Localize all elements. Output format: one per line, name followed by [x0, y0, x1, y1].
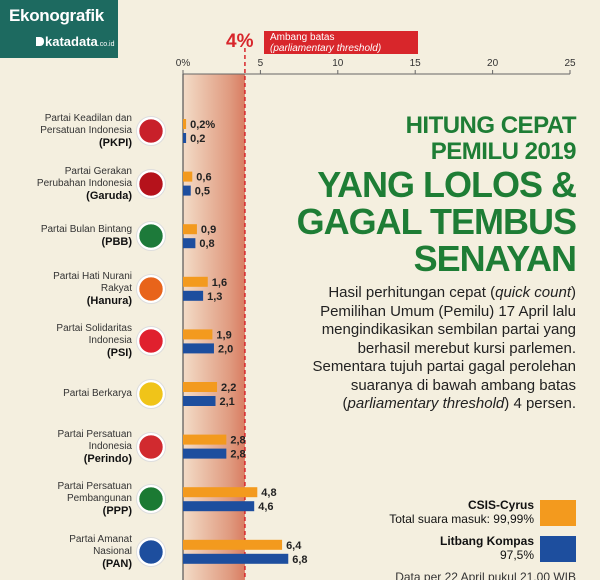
headline-line3: YANG LOLOS &: [317, 164, 577, 205]
bar-csis: [183, 487, 258, 498]
bar-csis: [183, 276, 208, 287]
party-logo-icon: [136, 431, 166, 462]
threshold-label-box: Ambang batas (parliamentary threshold): [264, 31, 418, 54]
legend-name: Litbang Kompas: [439, 534, 534, 548]
footnote: Data per 22 April pukul 21.00 WIB: [395, 570, 576, 580]
bar-value-label: 0,5: [195, 186, 210, 198]
party-name: Partai Persatuan Indonesia (Perindo): [57, 428, 133, 465]
bar-value-label: 2,0: [218, 343, 233, 355]
legend-swatch-orange: [540, 500, 576, 526]
bar-kompas: [183, 501, 255, 512]
party-name: Partai Bulan Bintang (PBB): [40, 224, 132, 249]
x-tick-label: 15: [410, 58, 422, 69]
bar-kompas: [183, 343, 214, 354]
legend-detail: 97,5%: [499, 548, 534, 562]
bar-value-label: 2,2: [221, 382, 236, 394]
bar-csis: [183, 434, 227, 445]
party-logo-icon: [136, 168, 166, 199]
bar-value-label: 4,6: [258, 501, 273, 513]
bar-kompas: [183, 290, 204, 301]
bar-value-label: 0,2%: [190, 119, 215, 131]
party-logo-icon: [136, 326, 166, 357]
brand-block: Ekonografik katadata.co.id: [0, 0, 118, 58]
bar-value-label: 4,8: [261, 487, 276, 499]
x-tick-label: 0%: [176, 58, 191, 69]
x-tick-label: 20: [487, 58, 499, 69]
bar-value-label: 2,8: [230, 435, 245, 447]
body-text: Hasil perhitungan cepat (quick count) Pe…: [312, 284, 576, 412]
legend-name: CSIS-Cyrus: [467, 498, 534, 512]
threshold-label-italic: (parliamentary threshold): [270, 43, 382, 54]
party-logo-icon: [136, 273, 166, 304]
x-tick-label: 10: [332, 58, 344, 69]
bar-value-label: 0,6: [196, 172, 211, 184]
bar-value-label: 1,9: [216, 329, 231, 341]
party-logo-icon: [136, 379, 166, 409]
party-name: Partai Persatuan Pembangunan (PPP): [57, 481, 133, 518]
bar-kompas: [183, 553, 289, 564]
bar-value-label: 2,1: [220, 396, 235, 408]
party-name: Partai Keadilan dan Persatuan Indonesia (P…: [40, 113, 132, 149]
bar-value-label: 1,3: [207, 291, 222, 303]
chart-layer: 0% 5 10 15 20 25 0,2% 0,2 0,6 0,5 0,9 0,8 1,6 1,3 1,9 2…: [176, 48, 576, 580]
bar-value-label: 0,2: [190, 133, 205, 145]
x-tick-label: 25: [564, 58, 576, 69]
headline-line2: PEMILU 2019: [430, 138, 577, 165]
brand-logo-text: katadata.co.id: [45, 34, 115, 49]
party-logo-icon: [136, 116, 166, 146]
headline: HITUNG CEPAT PEMILU 2019 YANG LOLOS & GA…: [296, 112, 577, 279]
bar-value-label: 0,8: [199, 238, 214, 250]
bar-value-label: 2,8: [230, 449, 245, 461]
headline-line5: SENAYAN: [413, 238, 577, 279]
party-name: Partai Amanat Nasional (PAN): [69, 533, 132, 570]
party-name: Partai Solidaritas Indonesia (PSI): [56, 323, 132, 360]
katadata-logo-icon: [36, 37, 44, 46]
party-name: Partai Berkarya: [63, 388, 132, 399]
legend-swatch-blue: [540, 536, 576, 562]
party-logo-icon: [136, 536, 166, 567]
bar-value-label: 6,8: [292, 554, 307, 566]
party-name: Partai Hati Nurani Rakyat (Hanura): [53, 270, 132, 307]
party-logo-icon: [136, 484, 166, 515]
bar-csis: [183, 329, 213, 340]
brand-name: Ekonografik: [9, 6, 104, 25]
bar-value-label: 6,4: [286, 540, 302, 552]
bar-kompas: [183, 448, 227, 459]
threshold-label: Ambang batas: [270, 32, 335, 43]
party-name: Partai Gerakan Perubahan Indonesia (Garuda…: [36, 165, 132, 202]
bar-kompas: [183, 238, 196, 249]
bar-csis: [183, 224, 197, 235]
headline-line4: GAGAL TEMBUS: [296, 201, 577, 242]
bar-kompas: [183, 396, 216, 406]
headline-line1: HITUNG CEPAT: [405, 112, 577, 139]
bar-csis: [183, 539, 283, 550]
threshold-percent: 4%: [226, 31, 254, 52]
bar-value-label: 1,6: [212, 277, 227, 289]
bar-value-label: 0,9: [201, 224, 216, 236]
bar-csis: [183, 119, 187, 129]
x-tick-label: 5: [258, 58, 264, 69]
bar-csis: [183, 382, 218, 392]
party-logo-icon: [136, 221, 166, 252]
bar-kompas: [183, 133, 187, 143]
bar-kompas: [183, 185, 191, 196]
legend-detail: Total suara masuk: 99,99%: [389, 512, 534, 526]
bar-csis: [183, 171, 193, 182]
